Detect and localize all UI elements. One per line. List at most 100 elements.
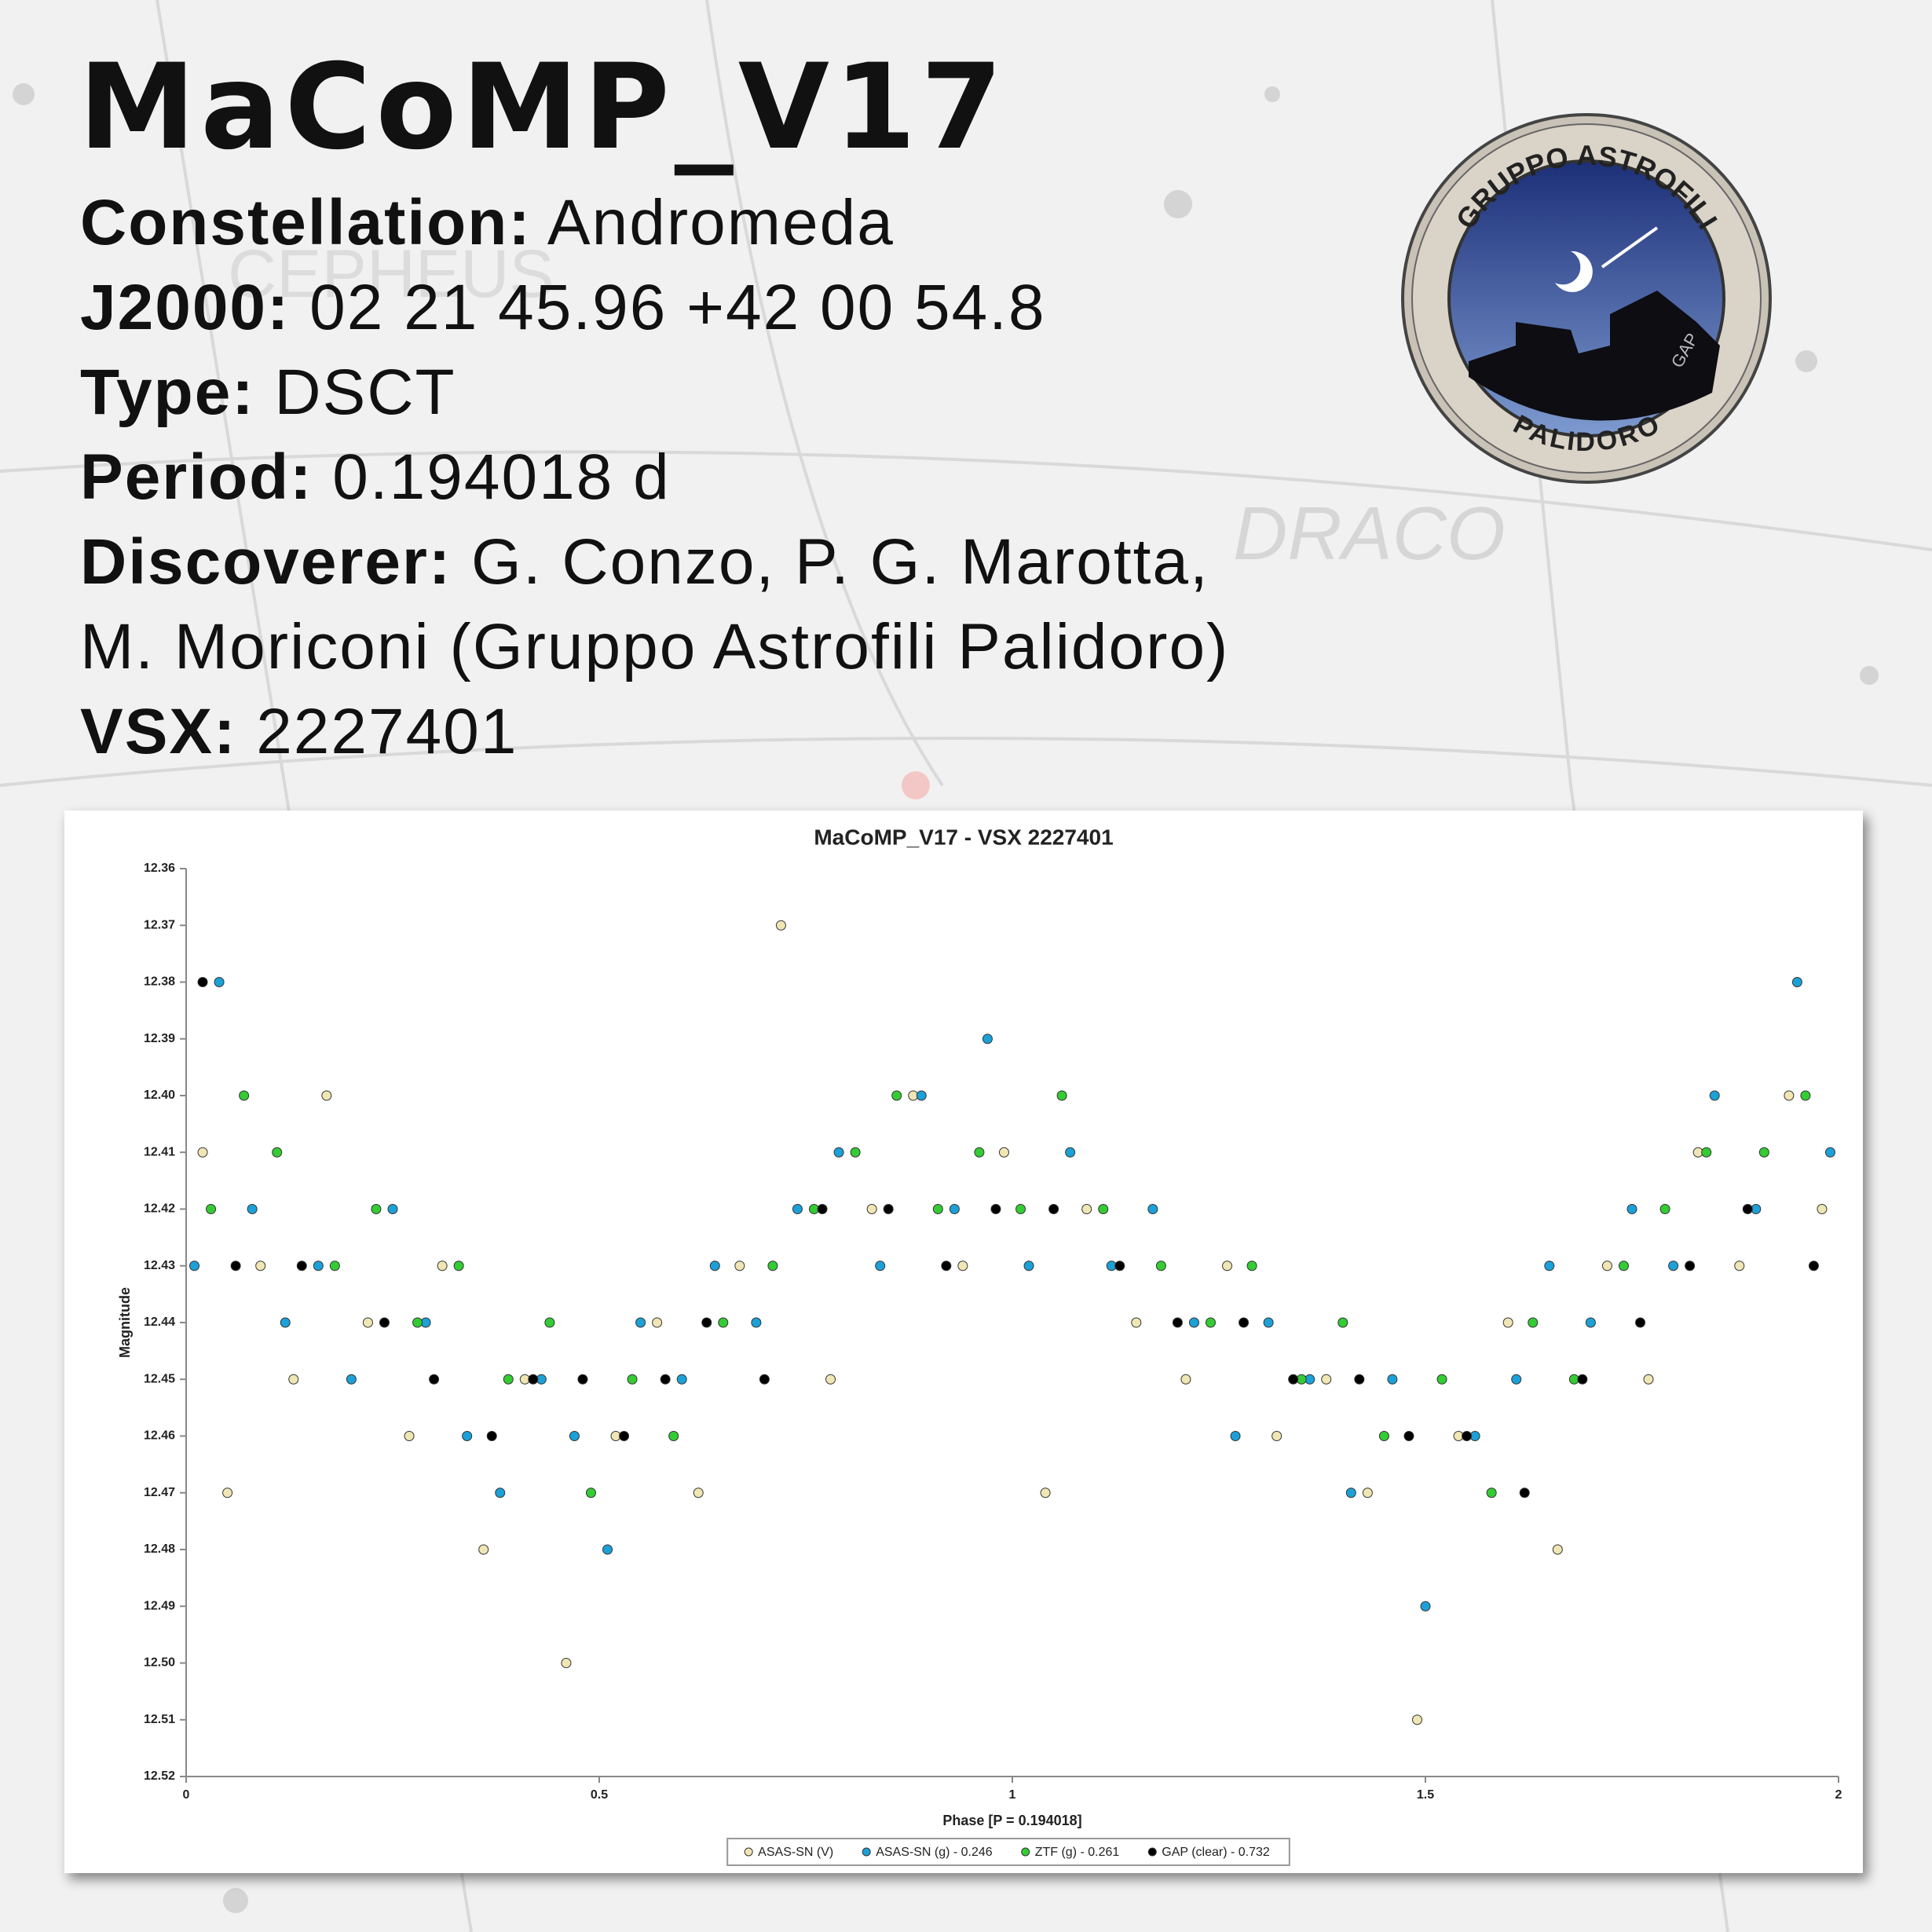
data-point	[288, 1374, 299, 1385]
data-point	[1362, 1487, 1373, 1498]
y-tick-label: 12.38	[144, 975, 175, 989]
data-point	[718, 1317, 729, 1328]
y-tick-label: 12.50	[144, 1656, 175, 1670]
data-point	[1131, 1317, 1142, 1328]
y-tick-label: 12.36	[144, 862, 175, 875]
data-point	[1056, 1090, 1067, 1101]
legend-label: GAP (clear) - 0.732	[1162, 1846, 1270, 1859]
info-label: Period:	[80, 441, 313, 513]
data-point	[619, 1431, 630, 1441]
data-point	[528, 1374, 539, 1385]
constellation-label: CEPHEUS	[228, 236, 554, 312]
data-point	[1147, 1204, 1158, 1214]
data-point	[1685, 1261, 1696, 1272]
info-label: J2000:	[80, 272, 291, 343]
logo: GRUPPO ASTROFILI PALIDORO GAP	[1401, 113, 1772, 484]
y-tick-label: 12.48	[144, 1542, 175, 1556]
legend-box	[726, 1838, 1290, 1866]
data-point	[660, 1374, 671, 1385]
data-point	[362, 1317, 373, 1328]
data-point	[1734, 1261, 1745, 1272]
data-point	[404, 1431, 415, 1441]
data-point	[1246, 1261, 1257, 1272]
data-point	[1668, 1261, 1679, 1272]
data-point	[1618, 1261, 1629, 1272]
data-point	[1824, 1147, 1835, 1158]
data-point	[585, 1487, 596, 1498]
info-label: Constellation:	[80, 187, 532, 258]
data-point	[222, 1487, 233, 1498]
data-point	[206, 1204, 217, 1214]
data-point	[1321, 1374, 1332, 1385]
data-point	[577, 1374, 588, 1385]
y-tick-label: 12.42	[144, 1202, 175, 1216]
data-point	[1387, 1374, 1398, 1385]
legend-label: ASAS-SN (g) - 0.246	[876, 1846, 993, 1859]
data-point	[1222, 1261, 1233, 1272]
data-point	[1643, 1374, 1654, 1385]
data-point	[1626, 1204, 1637, 1214]
x-tick-label: 0	[183, 1788, 190, 1802]
data-point	[1378, 1431, 1389, 1441]
info-line: Constellation: Andromeda	[80, 181, 1229, 265]
data-point	[1528, 1317, 1539, 1328]
data-point	[817, 1204, 828, 1214]
data-point	[197, 977, 208, 987]
data-point	[1081, 1204, 1092, 1214]
data-point	[272, 1147, 283, 1158]
info-value: 2227401	[256, 696, 518, 767]
data-point	[1272, 1431, 1283, 1441]
data-point	[296, 1261, 307, 1272]
data-point	[1411, 1714, 1422, 1725]
legend-marker	[744, 1847, 753, 1857]
data-point	[189, 1261, 200, 1272]
info-line: VSX: 2227401	[80, 690, 1229, 774]
data-point	[197, 1147, 208, 1158]
data-point	[1180, 1374, 1191, 1385]
data-point	[1288, 1374, 1299, 1385]
x-tick-label: 1	[1009, 1788, 1016, 1802]
data-point	[957, 1261, 968, 1272]
data-point	[1015, 1204, 1026, 1214]
data-point	[676, 1374, 687, 1385]
data-point	[1502, 1317, 1513, 1328]
data-point	[1420, 1601, 1431, 1612]
y-tick-label: 12.43	[144, 1259, 175, 1272]
data-point	[941, 1261, 952, 1272]
y-axis-title: Magnitude	[117, 1287, 133, 1358]
data-point	[239, 1090, 250, 1101]
data-point	[1758, 1147, 1769, 1158]
data-point	[1519, 1487, 1530, 1498]
data-point	[478, 1544, 489, 1555]
data-point	[321, 1090, 332, 1101]
legend: ASAS-SN (V) ASAS-SN (g) - 0.246 ZTF (g) - …	[726, 1838, 1290, 1866]
data-point	[1585, 1317, 1596, 1328]
info-label: Type:	[80, 357, 255, 428]
data-point	[1817, 1204, 1828, 1214]
x-axis-title: Phase [P = 0.194018]	[942, 1813, 1081, 1828]
info-label: VSX:	[80, 696, 237, 767]
data-point	[627, 1374, 638, 1385]
data-point	[1023, 1261, 1034, 1272]
data-point	[850, 1147, 861, 1158]
data-point	[1230, 1431, 1241, 1441]
data-point	[1577, 1374, 1588, 1385]
data-point	[602, 1544, 613, 1555]
data-point	[668, 1431, 679, 1441]
data-point	[1188, 1317, 1199, 1328]
data-point	[346, 1374, 357, 1385]
legend-label: ZTF (g) - 0.261	[1035, 1846, 1120, 1859]
data-point	[1354, 1374, 1365, 1385]
data-point	[214, 977, 225, 987]
data-point	[1114, 1261, 1125, 1272]
info-block: Constellation: Andromeda J2000: 02 21 45.…	[80, 181, 1229, 774]
x-tick-label: 2	[1835, 1788, 1842, 1802]
y-tick-label: 12.47	[144, 1486, 175, 1499]
constellation-label: DRACO	[1233, 492, 1506, 576]
y-tick-label: 12.51	[144, 1713, 175, 1726]
data-point	[1337, 1317, 1348, 1328]
data-point	[1784, 1090, 1795, 1101]
data-point	[883, 1204, 894, 1214]
data-point	[825, 1374, 836, 1385]
